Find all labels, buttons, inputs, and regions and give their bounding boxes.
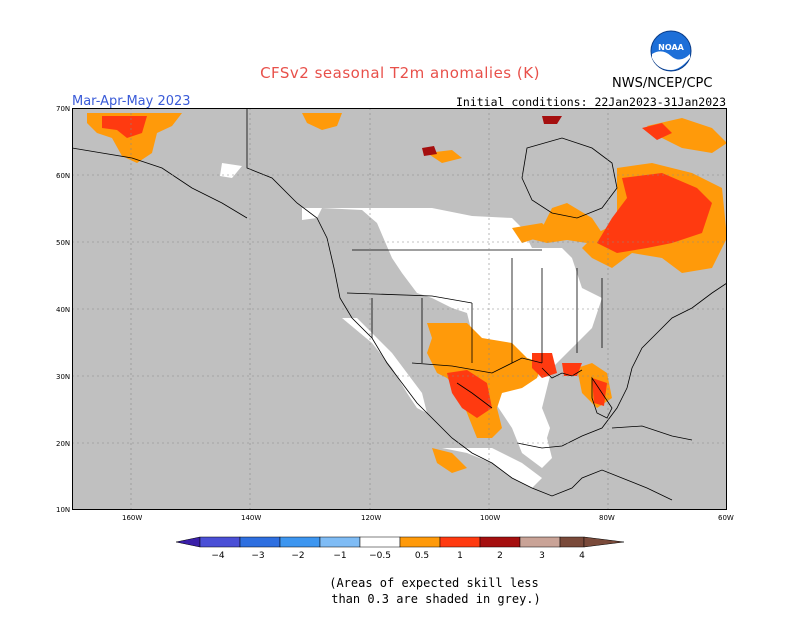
lat-label-30n: 30N: [56, 373, 71, 381]
noaa-logo-text: NOAA: [658, 43, 684, 52]
colorbar-bin-minus1-minus0-5: [319, 536, 361, 548]
colorbar-bin-2-3: [479, 536, 521, 548]
lat-label-70n: 70N: [56, 105, 71, 113]
colorbar-tick: 4: [579, 551, 585, 561]
colorbar-tick: −4: [211, 551, 225, 561]
colorbar-arrow-right: [583, 536, 625, 548]
colorbar-bin-3-4: [519, 536, 561, 548]
anomaly-2-to-3-areas: [422, 116, 562, 156]
initial-conditions-label: Initial conditions: 22Jan2023-31Jan2023: [455, 95, 726, 109]
noaa-logo: NOAA: [650, 30, 692, 72]
colorbar: −4 −3 −2 −1 −0.5 0.5 1 2 3 4: [175, 536, 625, 561]
lat-label-20n: 20N: [56, 440, 71, 448]
colorbar-tick: −2: [291, 551, 304, 561]
anomaly-map: [72, 108, 727, 510]
lon-label-60w: 60W: [718, 514, 734, 522]
colorbar-bin-neutral: [359, 536, 401, 548]
colorbar-tick: −1: [333, 551, 346, 561]
colorbar-arrow-left: [175, 536, 201, 548]
lon-label-120w: 120W: [361, 514, 382, 522]
colorbar-bin-0-5-1: [399, 536, 441, 548]
colorbar-bin-gt-4: [559, 536, 585, 548]
lon-label-160w: 160W: [122, 514, 143, 522]
colorbar-bin-1-2: [439, 536, 481, 548]
lon-label-80w: 80W: [599, 514, 615, 522]
lat-label-40n: 40N: [56, 306, 71, 314]
colorbar-bin-minus3-minus2: [239, 536, 281, 548]
colorbar-tick: 2: [497, 551, 503, 561]
lon-label-140w: 140W: [241, 514, 262, 522]
lat-label-60n: 60N: [56, 172, 71, 180]
skill-note-line2: than 0.3 are shaded in grey.): [331, 592, 541, 606]
lon-label-100w: 100W: [480, 514, 501, 522]
anomaly-1-to-2-areas: [102, 116, 712, 418]
graticule: [72, 108, 727, 510]
colorbar-tick: 1: [457, 551, 463, 561]
agency-label: NWS/NCEP/CPC: [612, 76, 713, 91]
lat-label-10n: 10N: [56, 506, 71, 514]
near-normal-areas: [220, 163, 602, 488]
chart-title: CFSv2 seasonal T2m anomalies (K): [260, 64, 540, 82]
season-label: Mar-Apr-May 2023: [72, 94, 191, 109]
skill-note-line1: (Areas of expected skill less: [329, 576, 539, 590]
colorbar-tick: −3: [251, 551, 264, 561]
coastlines: [72, 108, 727, 501]
colorbar-bin-lt-minus4: [199, 536, 241, 548]
colorbar-bin-minus2-minus1: [279, 536, 321, 548]
lat-label-50n: 50N: [56, 239, 71, 247]
colorbar-tick: 3: [539, 551, 545, 561]
colorbar-tick: −0.5: [369, 551, 391, 561]
map-frame: [72, 108, 727, 510]
colorbar-tick: 0.5: [415, 551, 429, 561]
